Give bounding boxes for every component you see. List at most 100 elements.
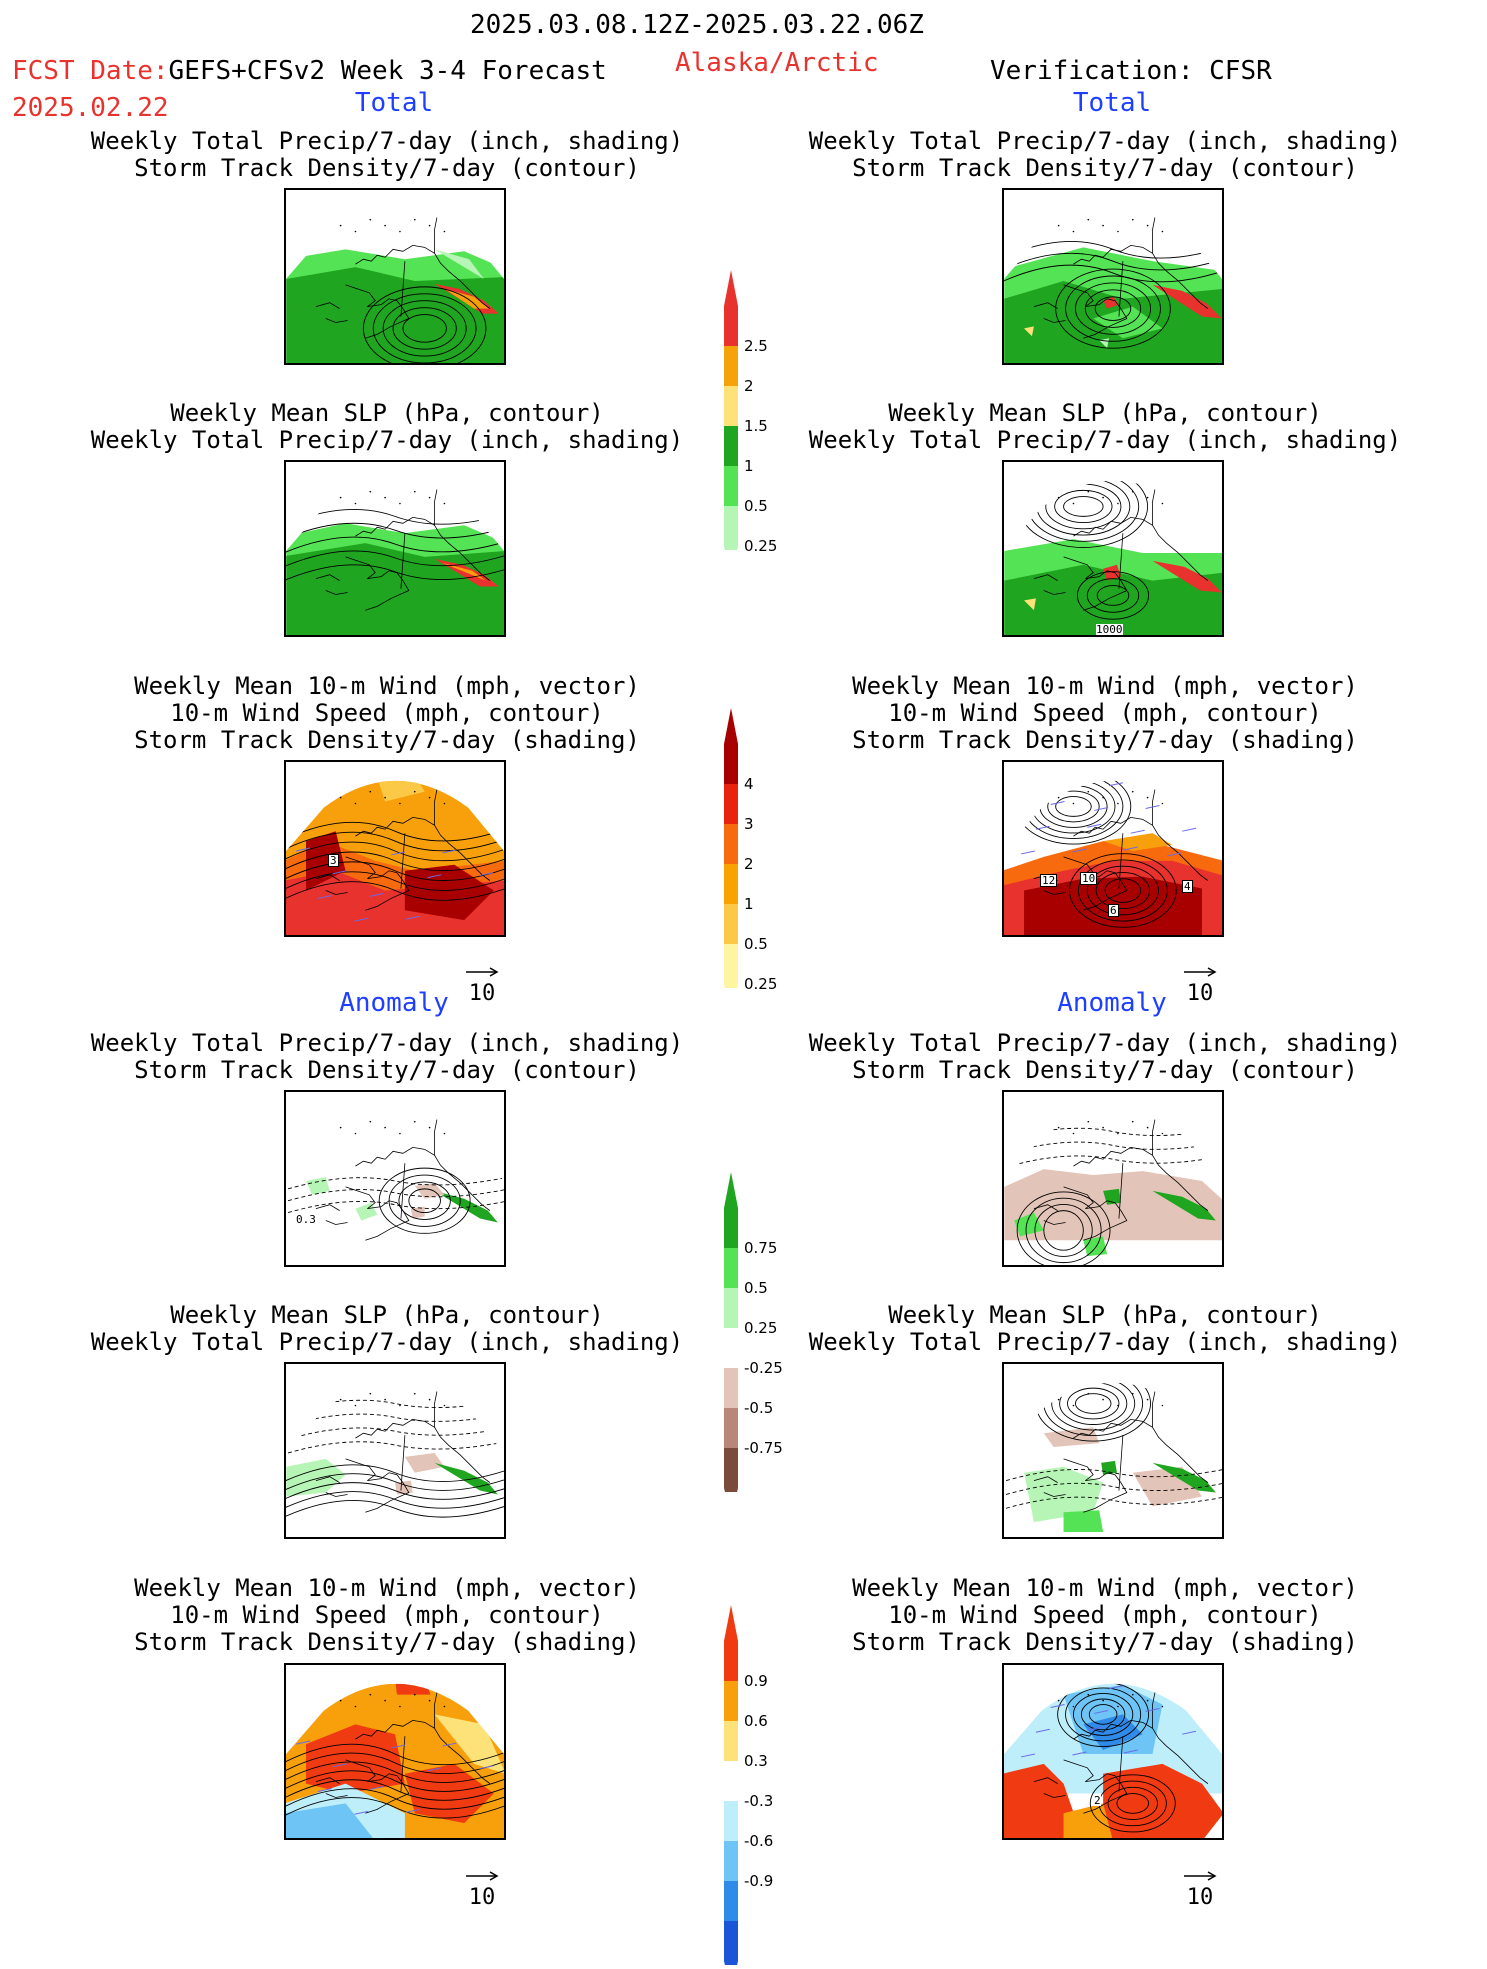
contour-line — [1004, 1467, 1222, 1484]
shaded-region — [306, 1724, 405, 1794]
wind-vector — [1035, 1728, 1050, 1733]
coastline — [315, 209, 491, 339]
title-line: 10-m Wind Speed (mph, contour) — [888, 1601, 1322, 1629]
shaded-region — [404, 1452, 445, 1473]
title-line: Weekly Mean 10-m Wind (mph, vector) — [134, 1574, 640, 1602]
section-total-right: Total — [1072, 88, 1152, 118]
title-line: Storm Track Density/7-day (contour) — [134, 154, 640, 182]
island-mark — [1087, 790, 1090, 793]
island-mark — [1176, 1120, 1179, 1123]
contour-line — [1096, 585, 1130, 606]
island-mark — [1043, 490, 1045, 493]
island-mark — [1146, 496, 1149, 499]
colorbar-tick-label: 0.5 — [744, 1279, 768, 1297]
colorbar-segment — [724, 1801, 738, 1841]
contour-line — [286, 821, 504, 842]
vector-reference-value: 10 — [1186, 981, 1214, 1006]
colorbar-graphic — [724, 1172, 738, 1518]
panel-title-anom-precip-ver: Weekly Total Precip/7-day (inch, shading… — [809, 1030, 1401, 1084]
contour-line — [1080, 1698, 1126, 1731]
shaded-region — [306, 1177, 330, 1195]
shaded-region — [286, 1803, 376, 1838]
contour-line — [1031, 780, 1116, 834]
vector-arrow-icon — [1184, 1871, 1217, 1881]
wind-vector — [296, 847, 311, 852]
island-mark — [1072, 502, 1075, 505]
colorbar-end — [724, 1488, 738, 1518]
vector-reference-anom-ver: 10 — [1180, 1862, 1220, 1910]
contour-line — [286, 1175, 504, 1192]
island-mark — [1131, 218, 1134, 221]
island-mark — [1057, 1398, 1060, 1401]
island-mark — [384, 796, 386, 799]
island-mark — [354, 502, 357, 505]
contour-line — [1025, 1197, 1102, 1264]
map-total-wind-forecast: 3 — [284, 760, 506, 937]
contour-line — [1043, 1210, 1084, 1251]
title-line: Weekly Total Precip/7-day (inch, shading… — [808, 1029, 1402, 1057]
contour-line — [372, 293, 477, 363]
wind-vector — [478, 1765, 493, 1770]
contour-line — [286, 522, 504, 541]
title-line: Storm Track Density/7-day (contour) — [134, 1056, 640, 1084]
island-mark — [384, 1126, 386, 1129]
wind-vector — [405, 1808, 420, 1813]
wind-vector — [1094, 806, 1109, 811]
contour-line — [286, 1187, 504, 1204]
wind-vector — [1196, 803, 1211, 807]
title-line: Weekly Mean 10-m Wind (mph, vector) — [134, 672, 640, 700]
contour-line — [286, 550, 504, 569]
island-mark — [1057, 796, 1060, 799]
contour-line — [398, 1181, 451, 1220]
contour-line — [1076, 571, 1150, 620]
island-mark — [1102, 1398, 1104, 1401]
colorbar-tick-label: 0.25 — [744, 975, 778, 993]
island-mark — [1161, 1404, 1164, 1407]
island-mark — [339, 1699, 342, 1702]
island-mark — [1146, 1699, 1149, 1702]
colorbar-segment — [724, 1881, 738, 1921]
map-graphic — [1004, 1683, 1222, 1838]
wind-vector — [427, 874, 442, 879]
contour-line — [1063, 496, 1104, 517]
contour-line — [286, 1425, 504, 1442]
map-anomaly-slp-forecast — [284, 1362, 506, 1539]
title-line: Weekly Total Precip/7-day (inch, shading… — [90, 1029, 684, 1057]
island-mark — [354, 1705, 357, 1708]
island-mark — [428, 224, 431, 227]
contour-line — [1043, 1382, 1144, 1437]
island-mark — [458, 1392, 461, 1395]
contour-line — [1089, 1774, 1176, 1833]
wind-vector — [390, 1744, 405, 1749]
island-mark — [1117, 802, 1119, 805]
colorbar-tick-label: 1 — [744, 895, 754, 913]
contour-line — [1036, 480, 1131, 536]
shaded-region — [1152, 1190, 1216, 1221]
island-mark — [1117, 1132, 1119, 1135]
colorbar-tick-label: 0.75 — [744, 1239, 778, 1257]
colorbar-segment — [724, 944, 738, 984]
island-mark — [1117, 502, 1119, 505]
map-graphic — [286, 1383, 504, 1519]
colorbar-tick-label: 2 — [744, 855, 754, 873]
colorbar-segment — [724, 466, 738, 506]
wind-vector — [1050, 801, 1065, 805]
wind-contour-label: 3 — [328, 854, 339, 867]
contour-line — [286, 536, 504, 555]
map-graphic — [1004, 1111, 1222, 1265]
shaded-region — [1063, 1510, 1104, 1533]
wind-vector — [1145, 1708, 1160, 1712]
wind-vector — [1014, 1683, 1029, 1686]
title-line: Weekly Total Precip/7-day (inch, shading… — [90, 426, 684, 454]
island-mark — [354, 802, 357, 805]
island-mark — [1102, 1126, 1104, 1129]
wind-vector — [1108, 1685, 1123, 1690]
map-total-precip-verification — [1002, 188, 1224, 365]
colorbar-storm-track-total: 4 3 2 1 0.5 0.25 — [722, 708, 792, 1014]
colorbar-segment — [724, 1368, 738, 1408]
map-anomaly-wind-verification: 2 — [1002, 1663, 1224, 1840]
island-mark — [1043, 1392, 1045, 1395]
island-mark — [1043, 1120, 1045, 1123]
contour-line — [1034, 1203, 1093, 1257]
island-mark — [354, 230, 357, 233]
